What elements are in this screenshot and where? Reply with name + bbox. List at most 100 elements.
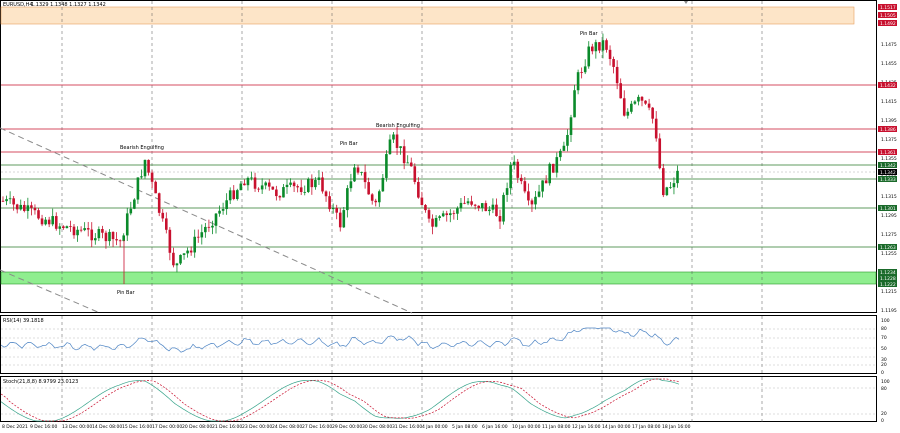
candle-body <box>505 188 509 195</box>
candle-body <box>94 238 97 241</box>
candle-body <box>331 207 335 210</box>
stoch-signal-line <box>0 378 680 422</box>
candle-body <box>47 219 51 225</box>
candle-body <box>463 202 466 204</box>
candle-body <box>172 252 175 266</box>
candle-body <box>388 139 392 155</box>
price-tick: 1.1295 <box>881 213 897 219</box>
time-tick: 23 Dec 00:00 <box>242 424 272 430</box>
price-tick: 1.1455 <box>881 61 897 67</box>
level-badge: 1.1333 <box>880 177 896 183</box>
symbol-label: EURUSD,H4 <box>3 2 33 8</box>
chart-shift-marker[interactable] <box>684 1 688 4</box>
candle-body <box>466 201 470 204</box>
rsi-tick: 30 <box>881 357 887 363</box>
indicator-lines <box>0 327 680 422</box>
candle-body <box>449 213 452 216</box>
candle-body <box>239 183 243 191</box>
badge-bg <box>878 269 897 275</box>
candle-body <box>662 168 665 196</box>
rsi-panel[interactable] <box>0 315 877 374</box>
candle-body <box>491 204 495 210</box>
candle-body <box>204 226 207 233</box>
level-badge: 1.1342 <box>880 163 896 169</box>
time-tick: 4 Jan 00:00 <box>422 424 448 430</box>
candle-body <box>498 216 502 222</box>
annotation-pin-bar-2: Pin Bar <box>580 31 599 37</box>
candle-body <box>559 150 562 158</box>
candle-body <box>342 210 346 228</box>
candle-body <box>136 177 140 200</box>
level-badge: 1.1342 <box>880 170 896 176</box>
price-tick: 1.1315 <box>881 194 897 200</box>
grid-lines <box>1 1 876 422</box>
candle-body <box>583 66 587 73</box>
candle-body <box>456 208 459 214</box>
annotation-pin-bar-1: Pin Bar <box>340 141 359 147</box>
time-tick: 29 Dec 00:00 <box>332 424 362 430</box>
candle-body <box>363 172 367 183</box>
candle-body <box>15 204 19 210</box>
level-badge: 1.1386 <box>880 127 896 133</box>
rsi-tick: 50 <box>881 346 887 352</box>
candle-body <box>619 83 622 99</box>
candle-body <box>260 185 264 190</box>
candle-body <box>154 181 157 194</box>
candle-body <box>129 208 133 214</box>
time-tick: 27 Dec 16:00 <box>302 424 332 430</box>
time-axis[interactable]: 8 Dec 2021 9 Dec 16:00 13 Dec 00:00 14 D… <box>2 424 691 430</box>
candle-body <box>54 216 58 229</box>
candle-body <box>630 103 633 112</box>
candle-body <box>424 205 427 211</box>
time-tick: 15 Dec 16:00 <box>122 424 152 430</box>
candle-body <box>165 218 168 230</box>
candle-body <box>108 231 111 242</box>
candle-body <box>264 182 267 186</box>
candle-body <box>516 161 520 178</box>
candle-body <box>637 96 640 102</box>
candle-body <box>473 204 477 206</box>
candle-body <box>626 111 630 116</box>
candle-body <box>587 46 591 67</box>
candle-body <box>537 191 541 197</box>
stoch-tick: 20 <box>881 411 887 417</box>
stoch-tick: 100 <box>881 379 890 385</box>
candle-body <box>40 218 44 225</box>
candle-body <box>317 177 321 180</box>
candle-body <box>392 134 395 140</box>
candle-body <box>104 232 108 242</box>
candle-body <box>622 98 626 116</box>
supply-zone <box>0 6 855 25</box>
time-tick: 5 Jan 08:00 <box>452 424 478 430</box>
candle-body <box>62 226 65 229</box>
candle-body <box>335 207 338 213</box>
price-tick: 1.1375 <box>881 137 897 143</box>
candle-body <box>250 177 253 179</box>
candle-body <box>441 213 445 217</box>
candle-body <box>633 101 637 104</box>
candle-body <box>480 203 484 208</box>
price-tick: 1.1355 <box>881 156 897 162</box>
time-tick: 21 Dec 16:00 <box>212 424 242 430</box>
candle-body <box>69 226 72 228</box>
stoch-panel[interactable] <box>0 376 877 422</box>
candle-body <box>292 182 296 187</box>
level-badge: 1.1505 <box>880 13 896 19</box>
badge-bg <box>878 20 897 26</box>
candle-body <box>19 204 23 210</box>
candle-body <box>520 177 523 182</box>
level-badges: 1.1517 1.1505 1.1492 1.1432 1.1386 1.136… <box>878 4 897 288</box>
candle-body <box>615 66 619 84</box>
time-tick: 14 Jan 00:00 <box>602 424 631 430</box>
candle-body <box>253 177 257 189</box>
candle-body <box>296 186 299 188</box>
candle-body <box>122 235 125 242</box>
candle-body <box>282 187 285 198</box>
candle-body <box>385 154 388 178</box>
main-panel[interactable] <box>0 0 877 313</box>
candle-body <box>654 118 658 139</box>
candle-body <box>72 226 76 236</box>
candle-body <box>470 201 473 205</box>
candle-body <box>530 200 534 205</box>
